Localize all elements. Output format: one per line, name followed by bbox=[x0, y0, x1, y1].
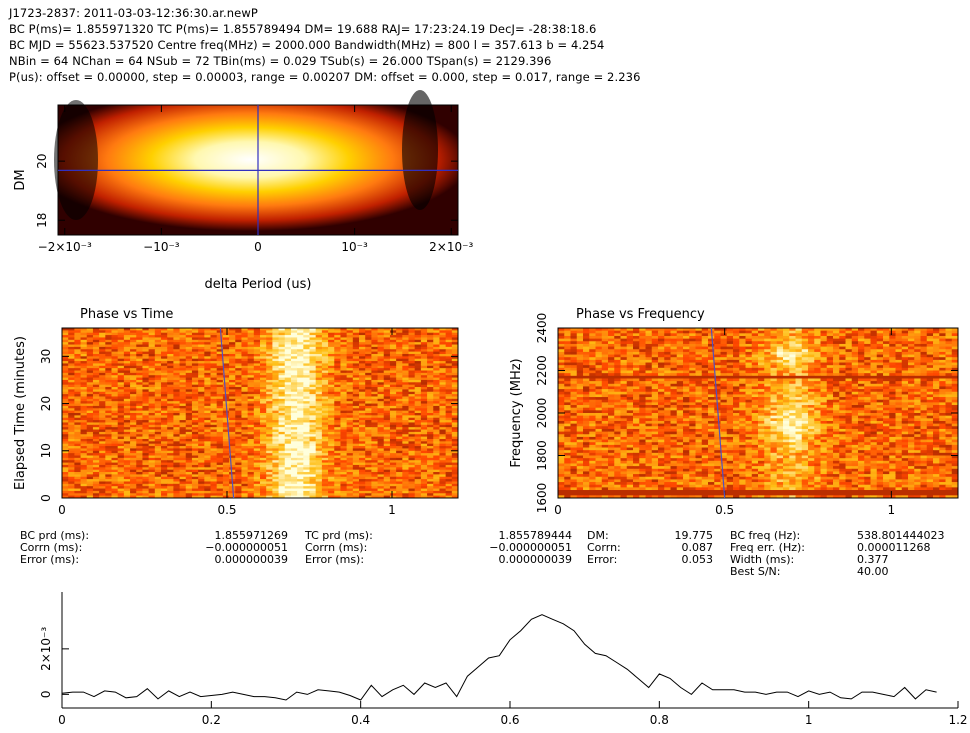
heatmap-cells bbox=[62, 328, 459, 499]
x-tick-label: 1 bbox=[388, 503, 396, 517]
dm-x-axis-label: delta Period (us) bbox=[205, 277, 312, 292]
phase-frequency-panel: 0 0.5 116001800200022002400 Phase vs Freque… bbox=[509, 307, 959, 517]
x-tick-label: −2×10⁻³ bbox=[38, 240, 92, 254]
y-tick-label: 10 bbox=[39, 443, 53, 458]
y-tick-label: 30 bbox=[39, 349, 53, 364]
x-tick-label: −10⁻³ bbox=[143, 240, 180, 254]
heatmap-cells bbox=[558, 328, 959, 499]
panel-title: Phase vs Time bbox=[80, 307, 173, 322]
y-axis-label: Elapsed Time (minutes) bbox=[13, 336, 28, 490]
y-tick-label: 18 bbox=[35, 213, 49, 228]
x-tick-label: 0 bbox=[58, 503, 66, 517]
dm-heatmap-dark-right bbox=[402, 90, 438, 210]
y-tick-label: 20 bbox=[35, 153, 49, 168]
x-tick-label: 10⁻³ bbox=[341, 240, 368, 254]
dm-heatmap-dark-left bbox=[54, 100, 98, 220]
dm-y-axis-label: DM bbox=[13, 169, 28, 190]
dm-period-panel: −2×10⁻³ −10⁻³ 0 10⁻³ 2×10⁻³ 18 20 delta Period … bbox=[13, 90, 473, 292]
x-tick-label: 0 bbox=[254, 240, 262, 254]
x-tick-label: 0.5 bbox=[217, 503, 236, 517]
y-tick-label: 20 bbox=[39, 396, 53, 411]
phase-time-panel: 0 0.5 10102030Phase vs TimeElapsed Time (m… bbox=[13, 307, 459, 517]
y-tick-label: 0 bbox=[39, 494, 53, 502]
x-tick-label: 2×10⁻³ bbox=[429, 240, 473, 254]
